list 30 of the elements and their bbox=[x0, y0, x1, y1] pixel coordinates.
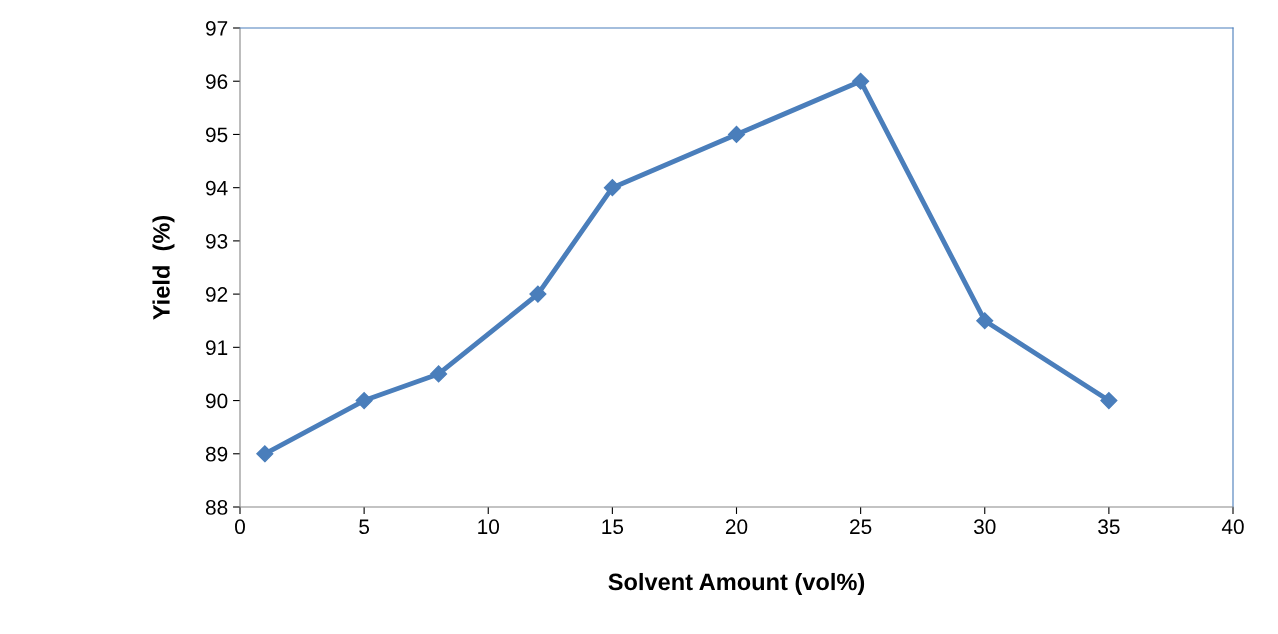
y-tick-label: 91 bbox=[206, 340, 228, 356]
x-tick-label: 30 bbox=[973, 519, 996, 535]
point bbox=[529, 285, 547, 303]
y-tick-label: 94 bbox=[206, 180, 228, 196]
x-tick-label: 25 bbox=[850, 519, 872, 535]
point bbox=[727, 125, 746, 143]
point bbox=[852, 72, 870, 90]
y-tick-label: 90 bbox=[206, 393, 228, 409]
y-tick-label: 89 bbox=[205, 446, 228, 462]
y-tick-label: 96 bbox=[206, 74, 228, 89]
x-tick-label: 40 bbox=[1221, 519, 1244, 535]
y-tick-label: 88 bbox=[205, 500, 228, 515]
x-tick-label: 15 bbox=[602, 519, 624, 535]
x-tick-label: 35 bbox=[1098, 519, 1120, 535]
y-tick-label: 95 bbox=[206, 127, 228, 143]
y-axis-title: Yield (%) bbox=[152, 215, 175, 320]
point bbox=[430, 365, 448, 383]
point bbox=[603, 179, 621, 197]
y-tick-label: 97 bbox=[206, 21, 228, 36]
point bbox=[256, 445, 274, 463]
y-tick-label: 92 bbox=[206, 287, 228, 302]
point bbox=[976, 312, 994, 330]
x-tick-label: 20 bbox=[725, 519, 748, 535]
y-tick-label: 93 bbox=[206, 233, 228, 249]
point bbox=[355, 392, 373, 410]
point bbox=[1100, 392, 1118, 410]
x-tick-label: 0 bbox=[235, 519, 245, 535]
x-axis-title: Solvent Amount (vol%) bbox=[608, 572, 865, 595]
x-tick-label: 5 bbox=[359, 519, 370, 535]
x-tick-label: 10 bbox=[478, 519, 500, 535]
